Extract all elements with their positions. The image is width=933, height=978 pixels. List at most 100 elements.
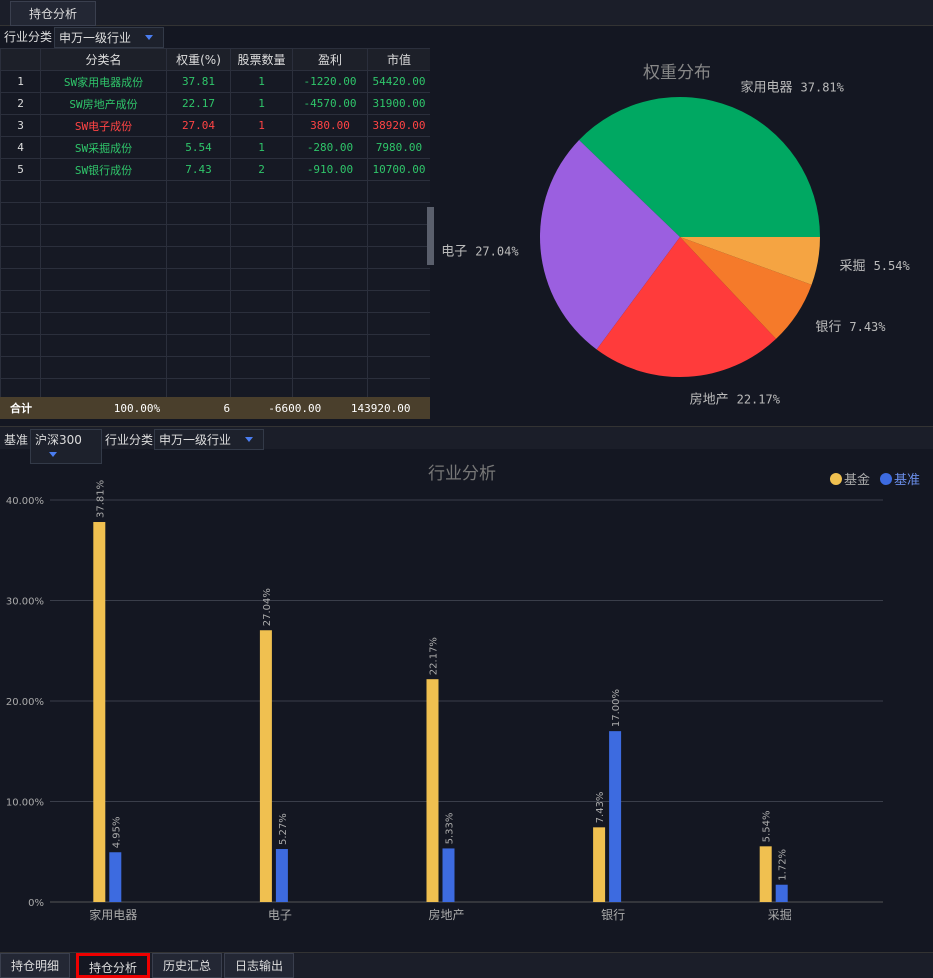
empty-row [0,224,430,247]
y-tick-label: 20.00% [6,697,44,708]
slice-label: 家用电器 37.81% [741,80,845,96]
empty-cell [367,202,430,225]
empty-cell [40,312,167,335]
empty-row [0,356,430,379]
empty-cell [292,312,368,335]
table-cell: 3 [0,114,41,137]
dropdown[interactable]: 申万一级行业 [54,27,164,48]
table-cell: 2 [230,158,293,181]
slice-label: 电子 27.04% [441,245,519,260]
empty-cell [230,334,293,357]
empty-cell [0,290,41,313]
bottom-tab-bar: 持仓明细 持仓分析 历史汇总 日志输出 [0,952,933,978]
table-cell: -280.00 [292,136,368,159]
header-cell [0,48,41,71]
top-tab-bar: 持仓分析 [0,0,933,26]
x-tick-label: 电子 [268,908,292,922]
table-panel: 分类名 权重(%) 股票数量 盈利 市值 1 SW家用电器成份 37.81 1 -1220.00… [0,48,430,419]
empty-cell [292,334,368,357]
table-row[interactable]: 5 SW银行成份 7.43 2 -910.00 10700.00 [0,158,430,181]
slice-value: 37.81% [801,81,845,95]
empty-row [0,180,430,203]
dropdown-value: 申万一级行业 [159,433,232,447]
bar-value-label: 5.33% [445,813,456,845]
empty-cell [166,334,231,357]
empty-cell [230,246,293,269]
table-cell: -910.00 [292,158,368,181]
bar-value-label: 1.72% [778,849,789,881]
empty-cell [292,356,368,379]
empty-row [0,246,430,269]
total-cell: 100.00% [113,401,161,415]
bar [759,846,772,902]
empty-row [0,334,430,357]
table-cell: 2 [0,92,41,115]
empty-cell [367,312,430,335]
bar-value-label: 4.95% [111,816,122,848]
empty-cell [40,334,167,357]
filter-label: 行业分类 [105,433,154,447]
bar-value-label: 5.27% [278,813,289,845]
splitter-handle[interactable] [427,207,434,265]
tab[interactable]: 日志输出 [224,953,295,978]
table-row[interactable]: 1 SW家用电器成份 37.81 1 -1220.00 54420.00 [0,70,430,93]
table-cell: SW家用电器成份 [40,70,167,93]
table-cell: SW银行成份 [40,158,167,181]
legend-label: 基金 [844,472,870,488]
table-cell: 10700.00 [367,158,430,181]
total-cell: 6 [223,401,231,415]
pie-slice [596,237,777,377]
empty-cell [367,334,430,357]
bar-value-label: 5.54% [762,811,773,843]
empty-row [0,378,430,401]
tab[interactable]: 持仓分析 [10,1,97,26]
slice-label: 银行 7.43% [815,320,886,335]
empty-cell [40,290,167,313]
empty-cell [166,268,231,291]
bar [775,884,788,902]
legend-label: 基准 [894,473,920,488]
empty-cell [40,356,167,379]
table-cell: SW电子成份 [40,114,167,137]
empty-cell [292,202,368,225]
slice-value: 27.04% [475,245,519,259]
empty-cell [40,268,167,291]
x-tick-label: 房地产 [428,907,464,922]
tab[interactable]: 持仓明细 [0,953,71,978]
tab[interactable]: 历史汇总 [152,953,223,978]
empty-cell [367,180,430,203]
table-cell: 27.04 [166,114,231,137]
table-row[interactable]: 2 SW房地产成份 22.17 1 -4570.00 31900.00 [0,92,430,115]
table-cell: SW房地产成份 [40,92,167,115]
table-cell: 54420.00 [367,70,430,93]
slice-category: 家用电器 [741,80,793,96]
empty-cell [230,312,293,335]
table-cell: 7980.00 [367,136,430,159]
slice-value: 22.17% [737,393,781,407]
empty-row [0,202,430,225]
empty-cell [166,290,231,313]
empty-cell [0,224,41,247]
slice-value: 5.54% [874,259,911,273]
pie-slice [680,237,820,285]
x-tick-label: 银行 [601,908,625,922]
table-cell: 22.17 [166,92,231,115]
bar-value-label: 17.00% [611,689,622,727]
dropdown[interactable]: 申万一级行业 [154,429,264,450]
empty-cell [0,202,41,225]
empty-cell [0,334,41,357]
table-row[interactable]: 4 SW采掘成份 5.54 1 -280.00 7980.00 [0,136,430,159]
header-cell: 市值 [367,48,430,71]
x-tick-label: 家用电器 [89,907,137,922]
dropdown[interactable]: 沪深300 [30,429,102,464]
header-cell: 分类名 [40,48,167,71]
empty-row [0,312,430,335]
total-row: 合计 100.00% 6 -6600.00 143920.00 [0,397,430,419]
tab[interactable]: 持仓分析 [76,953,151,978]
table-row[interactable]: 3 SW电子成份 27.04 1 380.00 38920.00 [0,114,430,137]
table: 分类名 权重(%) 股票数量 盈利 市值 1 SW家用电器成份 37.81 1 -1220.00… [0,48,430,401]
empty-cell [292,224,368,247]
pie-slice [579,96,820,237]
table-cell: 5.54 [166,136,231,159]
table-cell: 5 [0,158,41,181]
